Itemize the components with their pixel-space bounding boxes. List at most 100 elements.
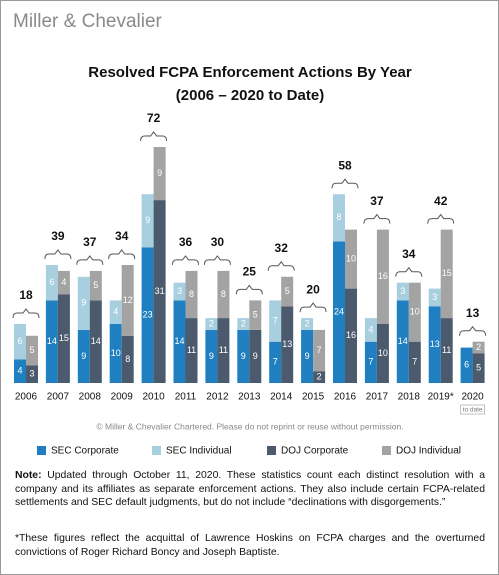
brace bbox=[108, 249, 136, 260]
brace bbox=[44, 249, 72, 260]
total-label: 34 bbox=[402, 247, 416, 261]
total-label: 36 bbox=[179, 235, 193, 249]
bar-segment bbox=[376, 324, 389, 383]
x-tick-label: 2016 bbox=[334, 392, 357, 403]
legend-label: DOJ Individual bbox=[396, 446, 461, 457]
bar-segment bbox=[440, 318, 453, 383]
bar-segment bbox=[345, 288, 357, 383]
value-label: 24 bbox=[334, 307, 344, 317]
value-label: 14 bbox=[398, 336, 408, 346]
brace bbox=[331, 178, 359, 189]
bar-segment bbox=[45, 265, 58, 301]
total-label: 39 bbox=[51, 229, 65, 243]
bar-segment bbox=[14, 359, 26, 383]
brace bbox=[140, 131, 168, 142]
total-label: 42 bbox=[434, 194, 448, 208]
brace bbox=[203, 255, 231, 265]
bar-segment bbox=[313, 371, 326, 383]
bar-segment bbox=[428, 306, 441, 383]
bar-segment bbox=[472, 353, 485, 383]
x-tick-label: 2019* bbox=[428, 392, 454, 403]
bar-segment bbox=[45, 300, 58, 383]
bar-segment bbox=[121, 265, 134, 336]
x-tick-label: 2018 bbox=[398, 392, 421, 403]
value-label: 15 bbox=[442, 268, 452, 278]
bar-segment bbox=[141, 194, 154, 248]
bar-segment bbox=[345, 229, 357, 289]
bar-segment bbox=[364, 318, 377, 342]
value-label: 5 bbox=[93, 280, 98, 290]
value-label: 31 bbox=[155, 286, 165, 296]
bar-segment bbox=[269, 300, 282, 342]
bar-segment bbox=[26, 365, 38, 383]
value-label: 3 bbox=[432, 292, 437, 302]
bar-segment bbox=[440, 229, 453, 319]
value-label: 7 bbox=[412, 357, 417, 367]
brace bbox=[363, 213, 391, 224]
total-label: 18 bbox=[19, 288, 33, 302]
value-label: 10 bbox=[111, 348, 121, 358]
total-label: 37 bbox=[83, 235, 97, 249]
bar-segment bbox=[141, 247, 154, 383]
bar-segment bbox=[57, 270, 70, 295]
source: © Miller & Chevalier Chartered. Please d… bbox=[96, 421, 403, 431]
bar-segment bbox=[57, 294, 70, 383]
bar-segment bbox=[364, 341, 377, 383]
value-label: 9 bbox=[81, 298, 86, 308]
x-tick-label: 2013 bbox=[238, 392, 261, 403]
value-label: 4 bbox=[17, 366, 22, 376]
bar-segment bbox=[249, 329, 262, 383]
x-tick-label: 2006 bbox=[15, 392, 38, 403]
bar-segment bbox=[237, 329, 250, 383]
value-label: 11 bbox=[442, 345, 451, 355]
brace bbox=[172, 255, 199, 265]
note-label: Note: bbox=[15, 470, 42, 481]
bar-segment bbox=[77, 276, 90, 330]
legend-swatch bbox=[152, 446, 161, 455]
bar-segment bbox=[77, 329, 90, 383]
chart-subtitle: (2006 – 2020 to Date) bbox=[176, 87, 324, 104]
legend-label: SEC Individual bbox=[166, 446, 232, 457]
value-label: 7 bbox=[368, 357, 373, 367]
value-label: 23 bbox=[143, 310, 153, 320]
x-tick-label: 2017 bbox=[366, 392, 389, 403]
brace bbox=[299, 302, 327, 313]
brace bbox=[76, 255, 104, 265]
value-label: 8 bbox=[189, 289, 194, 299]
bar-segment bbox=[121, 335, 134, 383]
bar-segment bbox=[14, 324, 26, 360]
bar-segment bbox=[281, 276, 294, 307]
bar-segment bbox=[173, 300, 186, 383]
bar-segment bbox=[333, 194, 345, 242]
value-label: 3 bbox=[177, 286, 182, 296]
value-label: 9 bbox=[145, 215, 150, 225]
value-label: 8 bbox=[221, 289, 226, 299]
value-label: 14 bbox=[174, 336, 184, 346]
value-label: 8 bbox=[336, 212, 341, 222]
value-label: 13 bbox=[282, 339, 292, 349]
value-label: 9 bbox=[241, 351, 246, 361]
value-label: 5 bbox=[29, 345, 34, 355]
bar-segment bbox=[472, 341, 485, 354]
value-label: 11 bbox=[187, 345, 196, 355]
x-tick-label: 2007 bbox=[47, 392, 70, 403]
value-label: 11 bbox=[219, 345, 228, 355]
bar-segment bbox=[205, 329, 218, 383]
brace bbox=[427, 213, 455, 224]
bar-segment bbox=[333, 241, 345, 383]
total-label: 34 bbox=[115, 229, 129, 243]
bar-segment bbox=[301, 318, 314, 330]
bar-segment bbox=[313, 329, 326, 372]
bar-segment bbox=[396, 282, 409, 301]
legend: SEC Corporate SEC Individual DOJ Corporate… bbox=[37, 446, 461, 457]
legend-swatch bbox=[37, 446, 46, 455]
note-text: Updated through October 11, 2020. These … bbox=[15, 470, 485, 508]
value-label: 7 bbox=[317, 345, 322, 355]
value-label: 2 bbox=[476, 342, 481, 352]
total-label: 37 bbox=[370, 194, 384, 208]
bar-segment bbox=[281, 306, 294, 383]
category-note: to date bbox=[463, 407, 483, 414]
value-label: 4 bbox=[61, 277, 66, 287]
x-tick-label: 2020 bbox=[461, 392, 484, 403]
